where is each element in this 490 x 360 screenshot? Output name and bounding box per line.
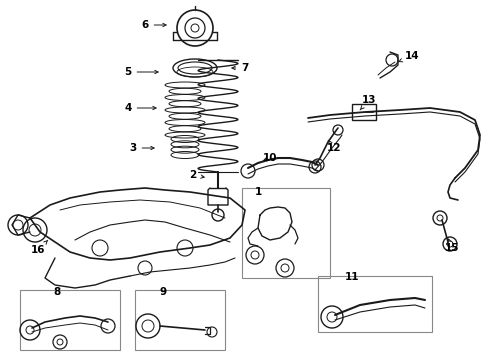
Text: 8: 8 (53, 287, 61, 297)
Text: 4: 4 (124, 103, 156, 113)
Text: 2: 2 (189, 170, 204, 180)
Bar (352, 104, 376, 120)
Bar (242, 188, 330, 278)
Text: 12: 12 (327, 140, 341, 153)
Text: 16: 16 (31, 240, 48, 255)
Text: 11: 11 (345, 272, 359, 282)
Text: 1: 1 (254, 187, 262, 197)
Text: 9: 9 (159, 287, 167, 297)
Text: 5: 5 (124, 67, 158, 77)
Text: 13: 13 (360, 95, 376, 110)
Text: 10: 10 (263, 153, 277, 163)
Text: 7: 7 (232, 63, 249, 73)
Text: 14: 14 (399, 51, 419, 62)
Text: 6: 6 (142, 20, 166, 30)
Bar (318, 276, 432, 332)
Text: 3: 3 (129, 143, 154, 153)
Bar (135, 290, 225, 350)
Bar (20, 290, 120, 350)
Text: 15: 15 (445, 239, 459, 253)
